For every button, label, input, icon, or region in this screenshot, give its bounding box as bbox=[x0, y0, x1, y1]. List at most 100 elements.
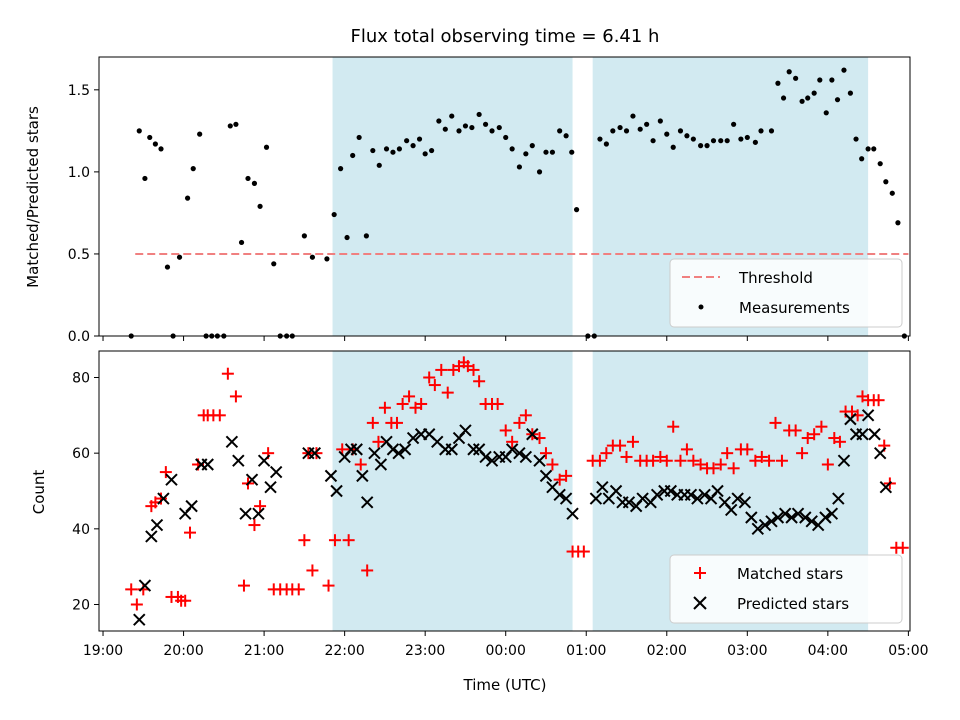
measurement-point bbox=[158, 146, 164, 152]
measurement-point bbox=[164, 264, 171, 270]
predicted-star-point bbox=[374, 458, 388, 471]
predicted-star-point bbox=[269, 465, 283, 479]
matched-star-point bbox=[221, 367, 234, 380]
matched-star-point bbox=[801, 432, 814, 445]
matched-star-point bbox=[821, 458, 834, 471]
predicted-star-point bbox=[308, 446, 322, 460]
top-y-tick-label: 1.0 bbox=[68, 165, 90, 181]
matched-star-point bbox=[506, 435, 519, 448]
matched-stars-series bbox=[125, 356, 909, 611]
measurement-point bbox=[799, 98, 805, 104]
top-y-tick-label: 0.5 bbox=[68, 247, 90, 263]
shaded-interval-1 bbox=[332, 57, 573, 336]
measurement-point bbox=[684, 133, 690, 139]
predicted-star-point bbox=[650, 488, 664, 501]
matched-star-point bbox=[654, 450, 667, 463]
matched-star-point bbox=[674, 454, 687, 467]
matched-star-point bbox=[741, 443, 754, 456]
predicted-star-point bbox=[344, 443, 358, 456]
measurement-point bbox=[136, 128, 142, 134]
measurement-point bbox=[865, 146, 871, 152]
measurement-point bbox=[523, 151, 529, 157]
predicted-stars-series bbox=[133, 409, 893, 626]
measurement-point bbox=[657, 118, 663, 124]
predicted-star-point bbox=[636, 492, 649, 505]
x-axis-label: Time (UTC) bbox=[463, 676, 547, 694]
measurement-point bbox=[263, 144, 270, 150]
measurement-point bbox=[744, 134, 750, 141]
matched-star-point bbox=[396, 397, 409, 410]
measurement-point bbox=[829, 77, 835, 83]
measurement-point bbox=[197, 131, 203, 137]
measurement-point bbox=[376, 162, 382, 168]
measurement-point bbox=[670, 144, 676, 150]
measurement-point bbox=[543, 149, 549, 155]
bottom-y-tick-label: 80 bbox=[72, 370, 90, 386]
measurement-point bbox=[698, 143, 704, 149]
matched-star-point bbox=[423, 371, 436, 384]
measurement-point bbox=[859, 156, 865, 162]
predicted-star-point bbox=[725, 503, 738, 517]
legend-measurements-swatch bbox=[698, 304, 704, 310]
predicted-star-point bbox=[505, 443, 519, 456]
matched-star-point bbox=[415, 397, 428, 410]
measurement-point bbox=[338, 166, 344, 172]
measurement-point bbox=[257, 203, 263, 209]
measurement-point bbox=[710, 138, 717, 144]
matched-star-point bbox=[184, 526, 197, 539]
predicted-star-point bbox=[539, 469, 553, 483]
predicted-star-point bbox=[252, 507, 265, 520]
matched-star-point bbox=[298, 534, 311, 547]
measurement-point bbox=[877, 161, 883, 167]
matched-star-point bbox=[833, 435, 846, 448]
measurement-point bbox=[516, 164, 522, 170]
predicted-star-point bbox=[150, 518, 164, 532]
measurement-point bbox=[271, 261, 277, 267]
matched-star-point bbox=[428, 379, 441, 392]
measurement-point bbox=[871, 146, 877, 152]
measurement-point bbox=[238, 239, 245, 246]
predicted-star-point bbox=[239, 507, 252, 520]
matched-star-point bbox=[577, 545, 590, 558]
predicted-star-point bbox=[360, 496, 374, 509]
measurement-point bbox=[704, 143, 710, 149]
matched-star-point bbox=[229, 390, 242, 403]
measurement-point bbox=[817, 77, 823, 83]
measurement-point bbox=[152, 141, 158, 147]
measurement-point bbox=[637, 126, 643, 132]
measurement-point bbox=[841, 67, 847, 73]
predicted-star-point bbox=[873, 446, 887, 460]
matched-star-point bbox=[546, 458, 559, 471]
matched-star-point bbox=[721, 447, 734, 460]
matched-star-point bbox=[328, 534, 341, 547]
measurement-point bbox=[442, 126, 448, 132]
matched-star-point bbox=[473, 375, 486, 388]
measurement-point bbox=[724, 138, 730, 144]
measurement-point bbox=[768, 128, 775, 134]
matched-star-point bbox=[390, 416, 403, 429]
matched-star-point bbox=[378, 401, 391, 414]
predicted-star-point bbox=[398, 443, 412, 456]
predicted-star-point bbox=[392, 446, 405, 460]
measurement-point bbox=[793, 75, 799, 81]
matched-star-point bbox=[796, 447, 809, 460]
top-legend: Threshold Measurements bbox=[669, 258, 903, 328]
measurement-point bbox=[476, 111, 482, 118]
bottom-y-tick-label: 60 bbox=[72, 446, 90, 462]
measurement-point bbox=[422, 151, 428, 157]
measurement-point bbox=[677, 128, 684, 134]
predicted-star-point bbox=[868, 428, 881, 441]
measurement-point bbox=[404, 138, 410, 144]
matched-star-point bbox=[763, 454, 776, 467]
matched-star-point bbox=[694, 458, 707, 471]
measurement-point bbox=[738, 136, 744, 142]
measurement-point bbox=[251, 180, 258, 186]
predicted-star-point bbox=[589, 492, 603, 505]
matched-star-point bbox=[727, 462, 740, 475]
chart-title: Flux total observing time = 6.41 h bbox=[351, 26, 660, 47]
legend-predicted-swatch bbox=[693, 596, 707, 610]
matched-star-point bbox=[310, 447, 323, 460]
x-tick-label: 23:00 bbox=[405, 643, 445, 659]
legend-predicted-label: Predicted stars bbox=[737, 595, 849, 613]
matched-star-point bbox=[614, 439, 627, 452]
